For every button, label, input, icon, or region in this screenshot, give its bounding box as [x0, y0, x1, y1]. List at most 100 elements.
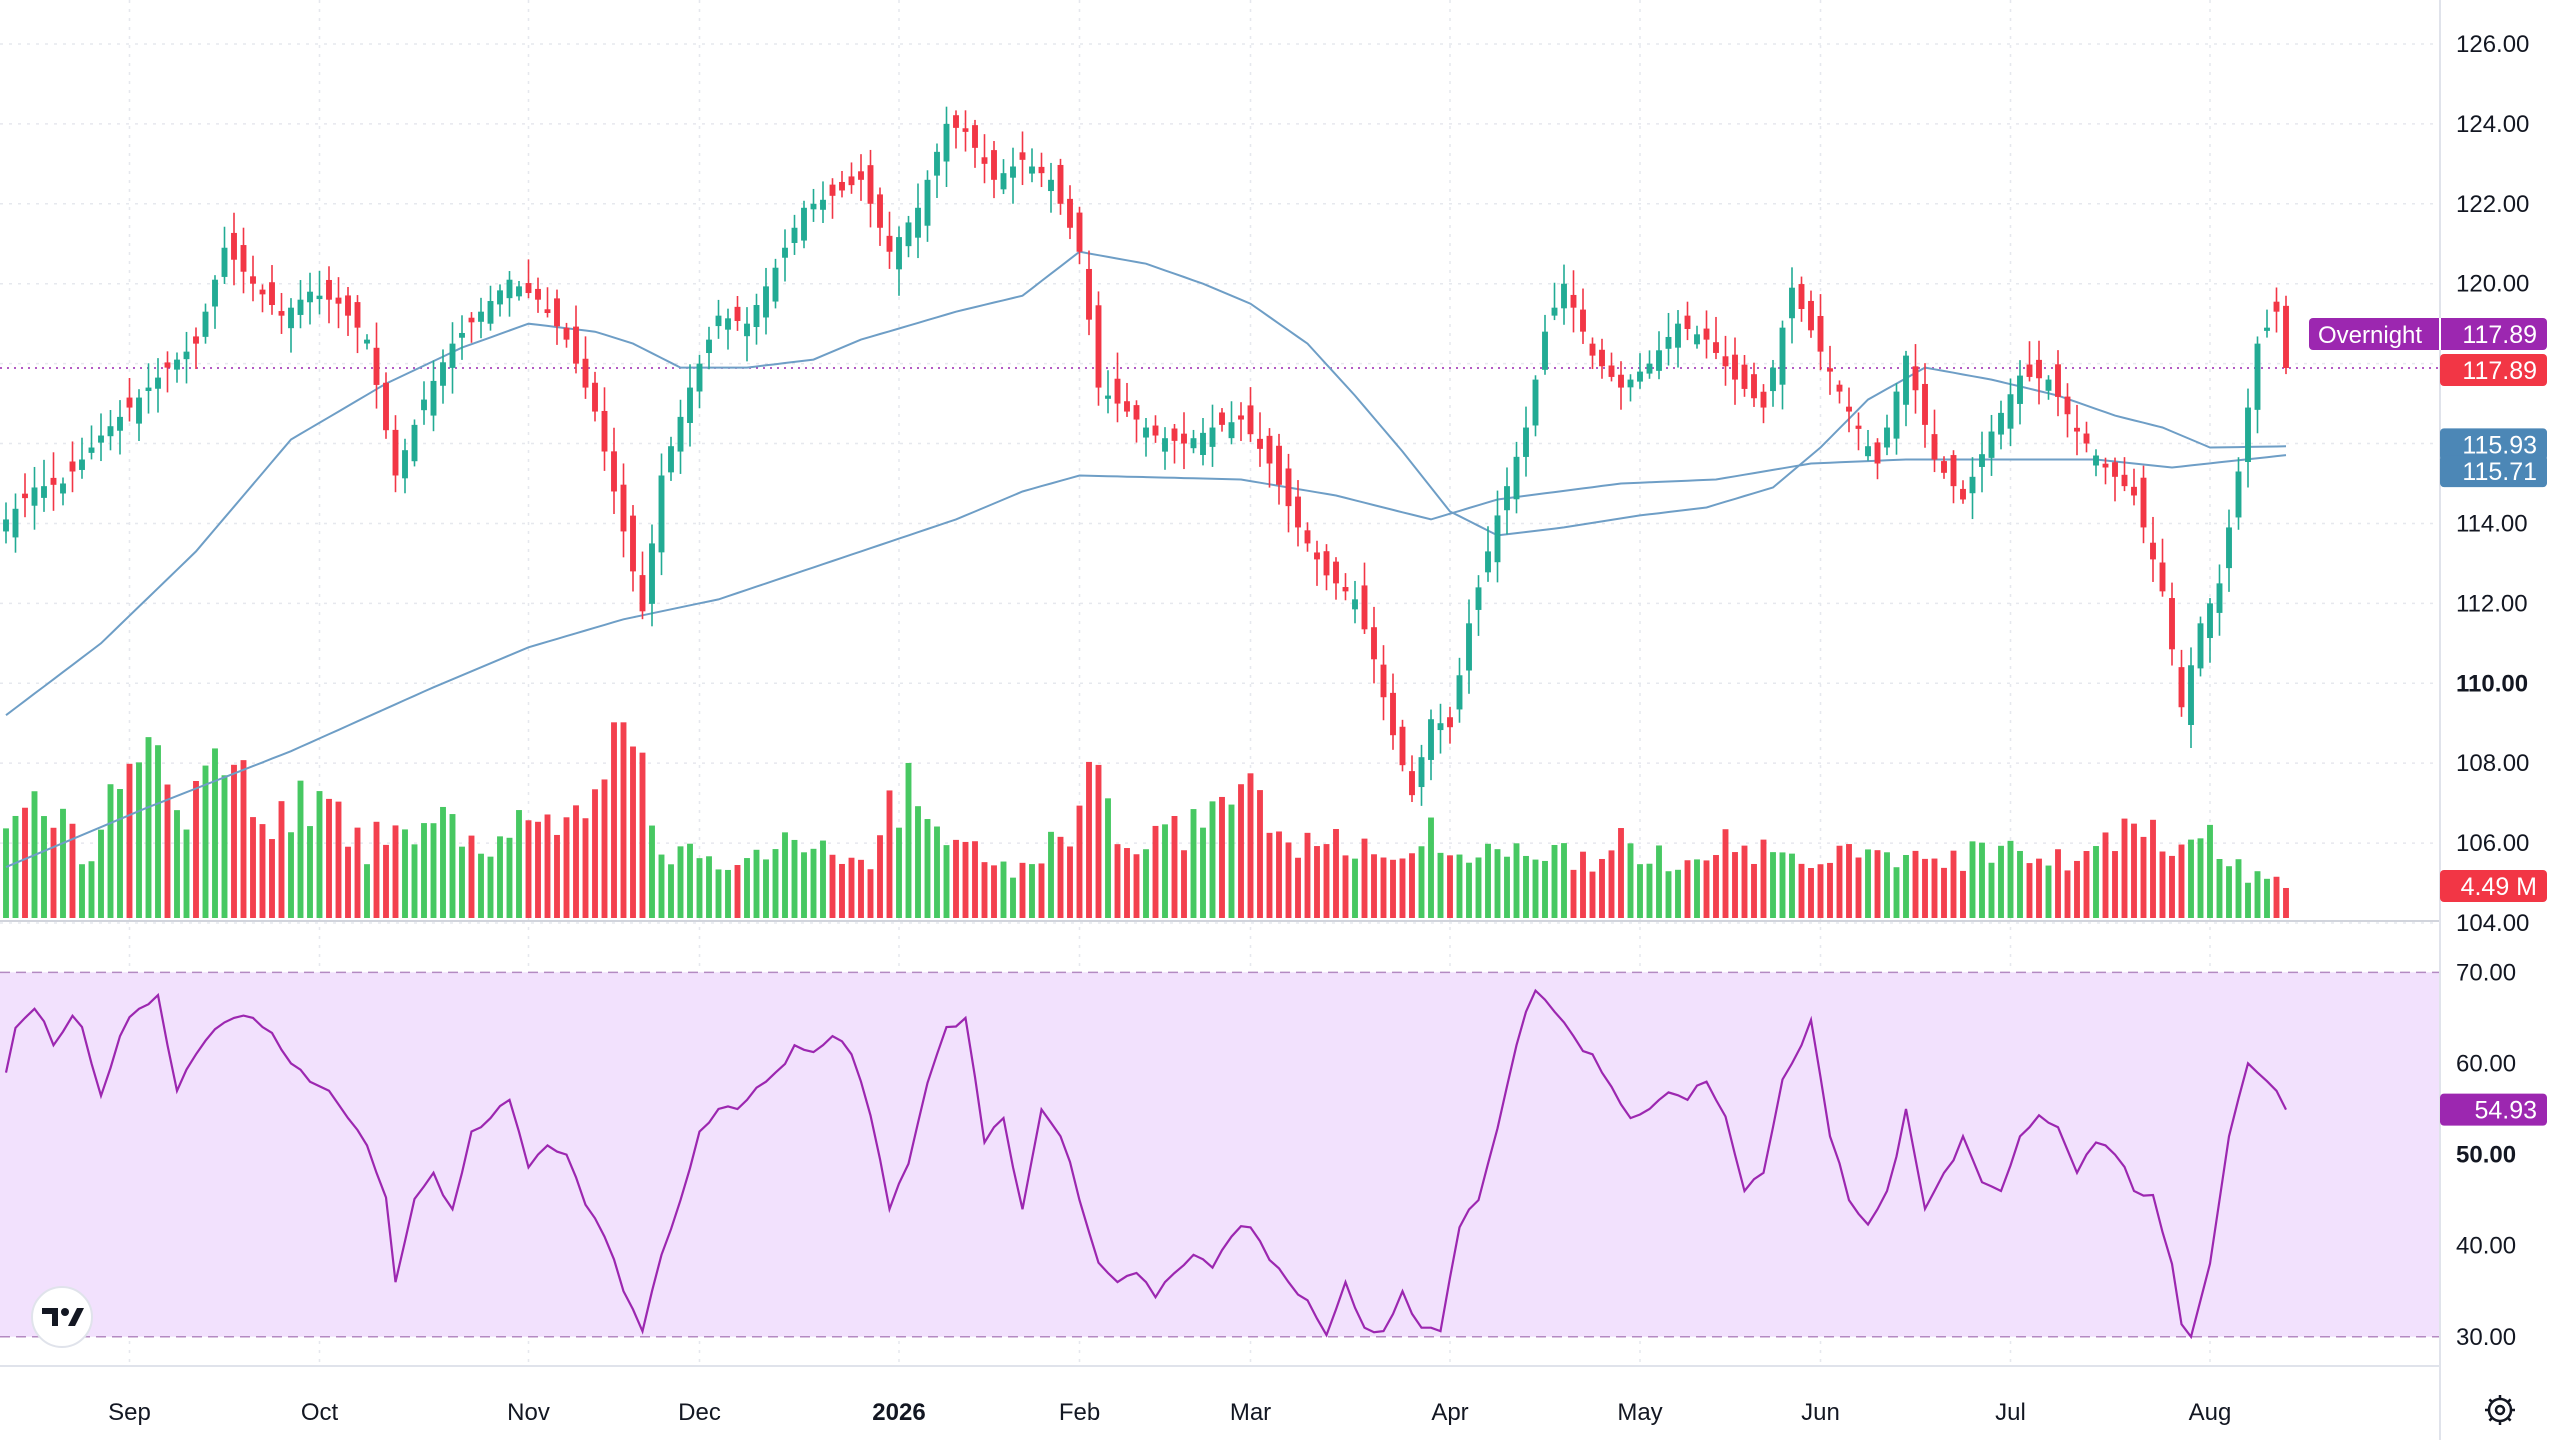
candle-body [1342, 587, 1349, 592]
volume-bar [867, 869, 874, 918]
time-axis[interactable]: Sep Oct Nov Dec 2026 Feb Mar Apr May Jun Jul Aug [108, 1399, 2231, 1426]
candle-body [326, 279, 332, 300]
volume-bar [2102, 832, 2109, 918]
candle-body [2007, 394, 2014, 429]
overnight-badge-bg [2309, 318, 2547, 351]
volume-bar [668, 864, 674, 918]
volume-bar [2273, 876, 2280, 918]
volume-bar [373, 821, 380, 918]
volume-bar [1361, 838, 1368, 918]
candle-body [31, 487, 38, 506]
candle-body [22, 493, 28, 499]
volume-bar [1371, 854, 1377, 918]
candle-body [1390, 692, 1396, 736]
volume-bar [1200, 827, 1206, 918]
volume-bar [440, 806, 446, 918]
volume-bar [1561, 843, 1567, 918]
volume-bar [858, 859, 864, 918]
tradingview-logo-icon[interactable] [31, 1286, 93, 1348]
volume-bar [1741, 845, 1748, 918]
candle-body [1304, 530, 1311, 544]
last-price-badge-text: 117.89 [2462, 357, 2537, 385]
candle-body [136, 397, 142, 424]
candle-body [2245, 407, 2251, 463]
volume-bar [307, 826, 313, 918]
time-tick-label: 2026 [872, 1399, 925, 1426]
volume-bar [1152, 825, 1159, 918]
volume-bar [2264, 878, 2270, 918]
settings-gear-icon[interactable] [2485, 1395, 2515, 1425]
candle-body [563, 327, 570, 340]
candle-body [1513, 456, 1520, 500]
candle-body [1333, 561, 1339, 584]
volume-bar [1608, 850, 1615, 918]
candle-body [487, 301, 494, 324]
candle-body [1751, 374, 1757, 399]
volume-bar [2159, 851, 2166, 918]
candle-body [307, 291, 313, 303]
candle-body [468, 317, 475, 323]
candle-body [1770, 367, 1776, 392]
volume-bar [1333, 828, 1339, 918]
volume-bar [573, 805, 579, 918]
candle-body [848, 176, 855, 186]
volume-bar [497, 836, 503, 918]
volume-bar [383, 844, 389, 918]
candle-body [221, 247, 228, 277]
candle-body [411, 424, 418, 462]
volume-bar [98, 829, 104, 918]
volume-bar [2216, 859, 2223, 918]
volume-badge: 4.49 M [2440, 870, 2547, 902]
candle-body [98, 435, 104, 443]
volume-bar [2121, 818, 2128, 918]
volume-bar [402, 829, 408, 918]
volume-bar [934, 826, 940, 918]
candle-body [478, 311, 484, 322]
candle-body [250, 276, 256, 284]
time-tick-label: Aug [2189, 1399, 2232, 1426]
volume-bar [1048, 831, 1054, 918]
volume-bar [12, 815, 19, 918]
candle-body [2273, 301, 2280, 312]
volume-bar [592, 789, 598, 918]
candle-body [601, 410, 608, 452]
volume-bar [1646, 863, 1653, 918]
candle-body [696, 363, 703, 392]
volume-bar [905, 762, 912, 918]
ma-fast-badge-text: 115.93 [2462, 431, 2537, 459]
volume-bar [1950, 850, 1957, 918]
volume-bar [88, 861, 95, 918]
candle-body [60, 483, 66, 494]
volume-badge-text: 4.49 M [2461, 873, 2537, 901]
volume-bar [1912, 850, 1919, 918]
volume-bar [1143, 849, 1149, 918]
volume-bar [60, 808, 66, 918]
candle-body [1893, 391, 1900, 439]
candle-body [1561, 283, 1567, 309]
candle-body [972, 125, 978, 148]
volume-bar [1390, 859, 1396, 918]
volume-bar [1257, 790, 1263, 918]
candle-body [1323, 551, 1330, 576]
volume-bar [639, 752, 646, 918]
volume-bar [1342, 855, 1349, 918]
candle-body [573, 326, 579, 364]
time-tick-label: Jun [1801, 1399, 1840, 1426]
volume-bar [2188, 839, 2194, 918]
candle-body [1570, 294, 1577, 308]
volume-bar [563, 817, 570, 918]
volume-bar [1038, 863, 1045, 918]
candle-body [430, 380, 437, 416]
volume-bar [354, 827, 361, 918]
candle-body [677, 416, 684, 452]
volume-bar [269, 839, 275, 918]
rsi-line [4, 988, 2287, 1340]
volume-bar [1789, 853, 1795, 918]
candle-body [1760, 391, 1767, 408]
time-tick-label: Feb [1059, 1399, 1100, 1426]
volume-bar [734, 865, 741, 918]
candle-body [1950, 455, 1957, 487]
volume-bar [1827, 862, 1833, 918]
